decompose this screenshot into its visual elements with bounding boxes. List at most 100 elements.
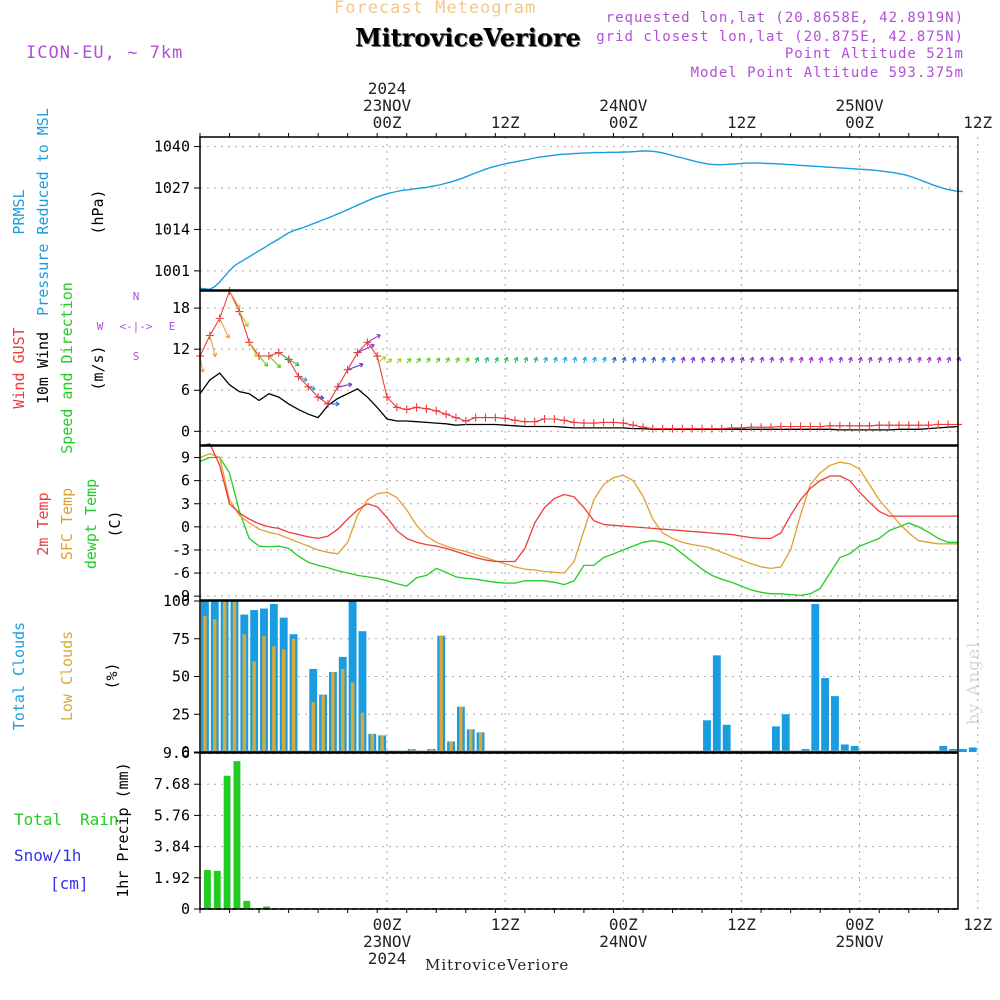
point-altitude: Point Altitude 521m — [784, 46, 964, 62]
gust-marker — [924, 421, 933, 430]
wind-arrow — [621, 356, 627, 364]
precip-axis-label: 1hr Precip (mm) — [114, 762, 132, 897]
rain-bar — [243, 900, 251, 909]
wind-arrow — [357, 343, 375, 354]
low-cloud-bar — [222, 601, 227, 752]
wind-arrow — [592, 356, 597, 364]
closest-coords: grid closest lon,lat (20.875E, 42.875N) — [596, 29, 964, 45]
gust-marker — [481, 413, 490, 422]
total-cloud-bar — [712, 655, 721, 752]
total-cloud-bar — [771, 726, 780, 752]
gust-marker — [658, 424, 667, 433]
precip-snow-label: Snow/1h — [14, 846, 81, 865]
gust-marker — [422, 404, 431, 413]
y-tick-label: 18 — [172, 299, 190, 317]
wind-arrow — [651, 356, 657, 364]
rain-bar — [203, 870, 211, 909]
bottom-time-label: 25NOV — [835, 932, 884, 951]
wind-arrow — [749, 356, 755, 364]
gust-marker — [698, 424, 707, 433]
gust-marker — [934, 420, 943, 429]
gust-marker — [412, 403, 421, 412]
total-cloud-bar — [840, 744, 849, 752]
gust-marker — [914, 421, 923, 430]
bottom-time-label: 23NOV — [363, 932, 412, 951]
total-cloud-bar — [811, 604, 820, 752]
requested-coords: requested lon,lat (20.8658E, 42.8919N) — [605, 10, 964, 26]
wind-arrow — [788, 356, 794, 364]
wind-arrow — [238, 311, 249, 328]
low-cloud-bar — [439, 635, 443, 752]
rain-bar — [263, 906, 270, 909]
gust-marker — [579, 419, 588, 428]
wind-arrow — [347, 362, 364, 371]
gust-marker — [451, 413, 460, 422]
gust-marker — [816, 422, 825, 431]
y-tick-label: 75 — [172, 630, 190, 648]
total-cloud-bar — [703, 720, 711, 752]
gust-marker — [540, 414, 549, 423]
wind-arrow — [572, 356, 578, 364]
wind-arrow — [298, 376, 308, 382]
y-tick-label: 9 — [181, 449, 190, 467]
wind-arrow — [337, 382, 353, 388]
clouds-unit: (%) — [103, 662, 121, 689]
gust-marker — [530, 417, 539, 426]
rain-bar — [223, 775, 231, 909]
y-tick-label: 0 — [181, 518, 190, 536]
low-cloud-bar — [203, 616, 207, 752]
sfc-temp-line — [199, 453, 958, 574]
wind-arrow — [710, 356, 716, 364]
gust-marker — [520, 417, 529, 426]
gust-marker — [461, 417, 470, 426]
top-time-label: 00Z — [373, 113, 402, 132]
wind-arrow — [209, 335, 218, 358]
gust-marker — [845, 421, 854, 430]
gust-marker — [776, 422, 785, 431]
gust-line — [199, 289, 958, 430]
y-tick-label: -3 — [172, 541, 190, 559]
gust-marker — [747, 423, 756, 432]
total-cloud-bar — [968, 747, 977, 752]
gust-marker — [707, 424, 716, 433]
gust-marker — [796, 422, 805, 431]
wind-arrow — [562, 356, 568, 364]
low-cloud-bar — [272, 646, 276, 752]
wind-arrow — [739, 356, 745, 364]
wind-arrow — [611, 356, 617, 364]
wind-arrow — [601, 356, 607, 364]
wind-arrow — [916, 356, 922, 364]
low-cloud-bar — [350, 682, 355, 752]
wind-arrow — [406, 358, 412, 364]
low-cloud-bar — [281, 649, 286, 752]
gust-marker — [402, 405, 411, 414]
wind-arrow — [818, 356, 824, 364]
top-time-label: 25NOV — [835, 96, 884, 115]
footer-location: MitroviceVeriore — [425, 956, 570, 974]
total-cloud-bar — [939, 745, 948, 752]
compass-e: E — [169, 320, 176, 333]
compass-arrows: <-|-> — [119, 320, 152, 333]
gust-marker — [629, 421, 638, 430]
gust-marker — [343, 365, 352, 374]
grid-layer — [200, 137, 979, 910]
wind-arrow — [219, 318, 230, 339]
wind-arrow — [445, 357, 450, 364]
gust-marker — [245, 338, 254, 347]
low-cloud-bar — [262, 635, 266, 752]
wind-arrow — [376, 356, 387, 364]
total-cloud-bar — [801, 748, 810, 752]
low-cloud-bar — [232, 601, 237, 752]
wind-arrow — [327, 401, 340, 407]
panel-frame — [199, 600, 959, 753]
gust-marker — [471, 413, 480, 422]
low-clouds-label: Low Clouds — [58, 631, 76, 721]
gust-marker — [786, 422, 795, 431]
bottom-time-label: 12Z — [491, 915, 520, 934]
top-time-label: 24NOV — [599, 96, 648, 115]
y-tick-label: 12 — [172, 340, 190, 358]
temp2m-label: 2m Temp — [34, 492, 52, 555]
temp2m-line — [199, 442, 958, 563]
wind-arrow — [887, 356, 893, 364]
gust-marker — [766, 423, 775, 432]
